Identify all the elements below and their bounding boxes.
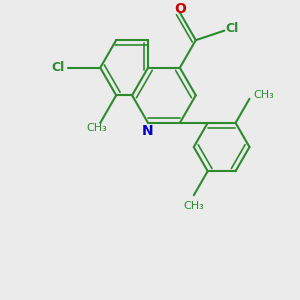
Text: Cl: Cl	[52, 61, 65, 74]
Text: Cl: Cl	[226, 22, 239, 35]
Text: O: O	[174, 2, 186, 16]
Text: N: N	[142, 124, 154, 138]
Text: CH₃: CH₃	[86, 123, 106, 133]
Text: CH₃: CH₃	[183, 201, 204, 211]
Text: CH₃: CH₃	[254, 90, 274, 100]
